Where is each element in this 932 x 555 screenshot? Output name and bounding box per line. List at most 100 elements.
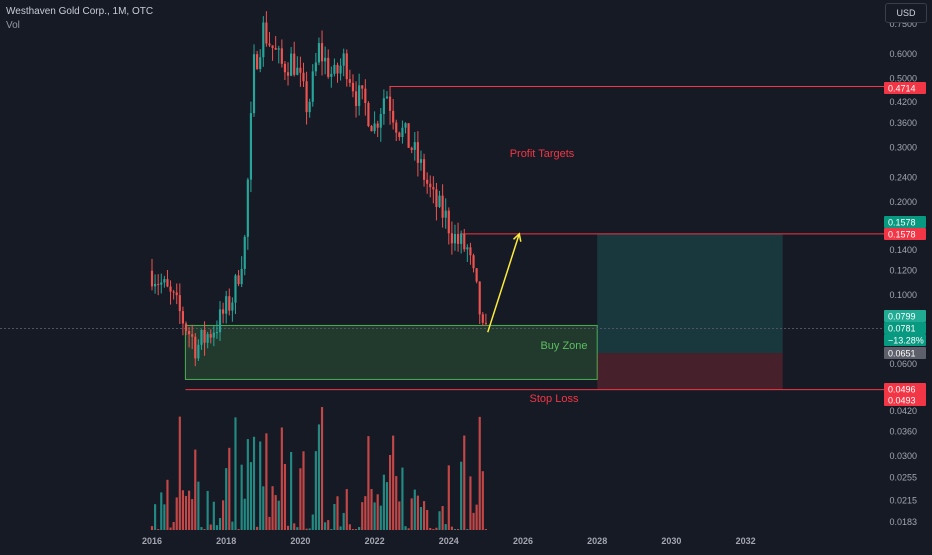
price-tag-label: 0.0493 bbox=[888, 396, 916, 406]
volume-bar bbox=[222, 500, 225, 530]
candle-body bbox=[218, 309, 222, 333]
volume-bar bbox=[367, 436, 370, 530]
volume-bar bbox=[286, 525, 290, 530]
volume-bar bbox=[370, 489, 373, 530]
price-tag bbox=[884, 310, 926, 322]
candle-body bbox=[453, 233, 457, 244]
candle-body bbox=[256, 54, 259, 70]
stop-loss-label: Stop Loss bbox=[530, 393, 579, 405]
volume-bar bbox=[311, 514, 314, 530]
candle-body bbox=[466, 247, 469, 250]
candle-body bbox=[234, 275, 237, 303]
y-tick-label: 0.4200 bbox=[889, 97, 917, 107]
price-tag bbox=[884, 82, 926, 94]
y-tick-label: 0.3600 bbox=[889, 118, 917, 128]
candle-body bbox=[351, 82, 355, 92]
candle-body bbox=[237, 275, 240, 285]
volume-bar bbox=[259, 441, 262, 530]
volume-bar bbox=[200, 527, 203, 530]
y-tick-label: 0.2400 bbox=[889, 172, 917, 182]
volume-bar bbox=[215, 525, 219, 530]
price-tag-label: 0.1578 bbox=[888, 230, 916, 240]
volume-bar bbox=[234, 417, 237, 530]
candle-body bbox=[240, 268, 243, 285]
volume-bar bbox=[426, 509, 429, 530]
y-tick-label: 0.3000 bbox=[889, 142, 917, 152]
volume-bar bbox=[410, 498, 413, 530]
volume-bar bbox=[342, 512, 345, 530]
candle-body bbox=[249, 113, 253, 180]
volume-bar bbox=[308, 528, 311, 530]
volume-bar bbox=[268, 516, 271, 530]
volume-bar bbox=[314, 451, 317, 530]
volume-bar bbox=[265, 433, 268, 530]
candle-body bbox=[166, 279, 169, 287]
volume-bar bbox=[361, 502, 364, 530]
candle-body bbox=[194, 336, 197, 359]
candle-body bbox=[469, 247, 472, 256]
candle-body bbox=[290, 53, 293, 76]
volume-bar bbox=[382, 474, 385, 530]
candle-body bbox=[274, 47, 277, 50]
candle-body bbox=[336, 64, 339, 74]
volume-bar bbox=[280, 427, 283, 530]
volume-bar bbox=[435, 527, 438, 530]
candle-body bbox=[262, 22, 265, 58]
price-tag bbox=[884, 228, 926, 240]
x-tick-label: 2016 bbox=[142, 536, 162, 546]
candle-body bbox=[450, 233, 453, 244]
candle-body bbox=[231, 302, 234, 311]
candle-body bbox=[385, 96, 389, 99]
volume-bar bbox=[237, 529, 240, 530]
x-tick-label: 2030 bbox=[661, 536, 681, 546]
currency-button[interactable]: USD bbox=[885, 3, 927, 23]
volume-bar bbox=[302, 451, 305, 530]
volume-bar bbox=[327, 520, 330, 530]
volume-bar bbox=[225, 468, 228, 530]
volume-bar bbox=[395, 476, 398, 530]
buy-zone-label: Buy Zone bbox=[540, 340, 587, 352]
candle-body bbox=[413, 142, 416, 150]
volume-bar bbox=[472, 512, 475, 530]
volume-bar bbox=[447, 465, 450, 530]
volume-bar bbox=[181, 490, 184, 530]
candle-body bbox=[370, 126, 373, 132]
candle-body bbox=[320, 43, 324, 62]
volume-bar bbox=[324, 522, 327, 530]
volume-bar bbox=[444, 524, 447, 530]
candle-body bbox=[197, 344, 200, 359]
candle-body bbox=[191, 334, 194, 337]
volume-bar bbox=[456, 529, 460, 530]
volume-bar bbox=[166, 479, 169, 530]
volume-bar bbox=[392, 435, 395, 530]
candle-body bbox=[169, 286, 172, 292]
volume-bar bbox=[401, 467, 404, 530]
y-tick-label: 0.0255 bbox=[889, 473, 917, 483]
candle-body bbox=[243, 236, 246, 269]
candle-body bbox=[463, 234, 466, 250]
candle-body bbox=[268, 43, 271, 46]
volume-bar bbox=[438, 511, 441, 530]
candle-body bbox=[339, 65, 342, 74]
price-tag-label: 0.0781 bbox=[888, 324, 916, 334]
candle-body bbox=[163, 279, 166, 283]
volume-bar bbox=[256, 526, 259, 530]
candle-body bbox=[388, 96, 392, 111]
volume-bar bbox=[203, 529, 206, 530]
candle-body bbox=[395, 122, 398, 133]
candle-body bbox=[333, 64, 336, 74]
candle-body bbox=[481, 314, 484, 323]
candle-body bbox=[178, 295, 181, 312]
volume-bar bbox=[422, 501, 426, 530]
candle-body bbox=[429, 183, 432, 188]
volume-bar bbox=[243, 498, 246, 530]
volume-bar bbox=[466, 529, 469, 530]
candle-body bbox=[373, 123, 376, 132]
candle-body bbox=[376, 123, 379, 128]
candle-body bbox=[345, 53, 348, 80]
candle-body bbox=[435, 189, 438, 207]
y-tick-label: 0.0600 bbox=[889, 359, 917, 369]
volume-bar bbox=[475, 504, 478, 530]
